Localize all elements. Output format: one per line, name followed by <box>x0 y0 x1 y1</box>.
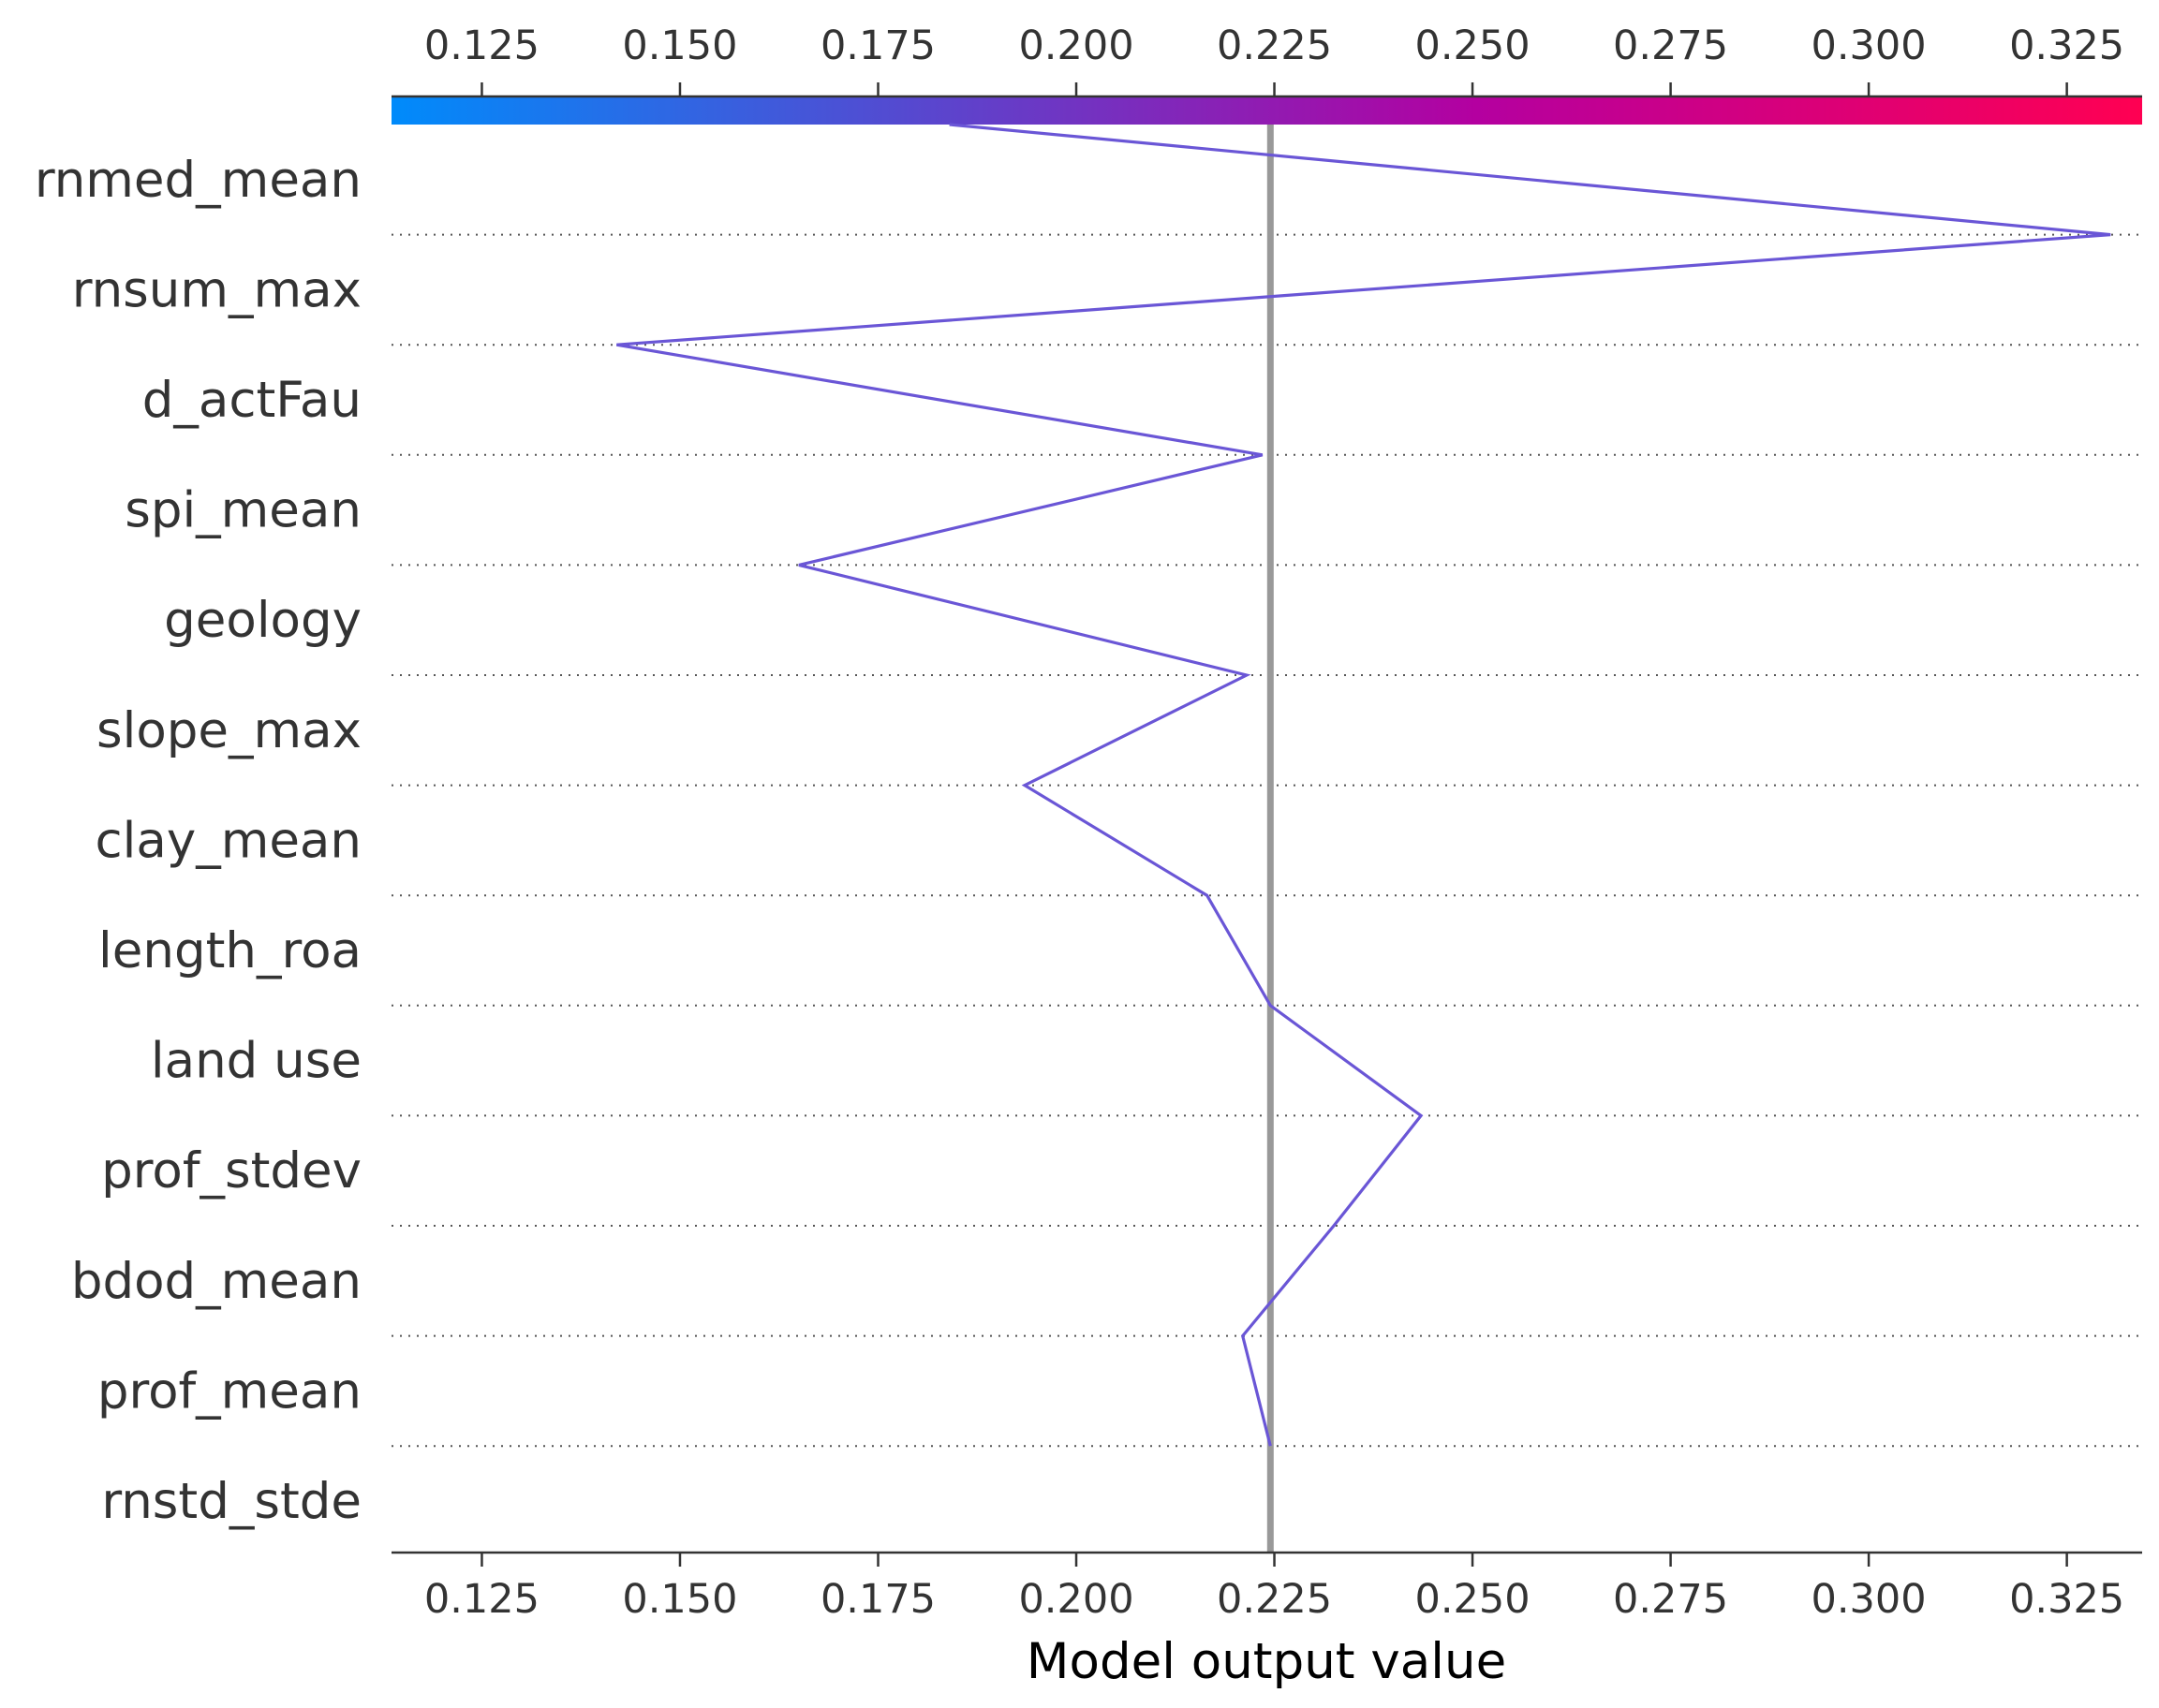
feature-label: length_roa <box>98 922 362 979</box>
x-tick-label-top: 0.225 <box>1217 22 1332 69</box>
x-tick-label-top: 0.125 <box>424 22 540 69</box>
feature-label: prof_mean <box>97 1362 362 1420</box>
x-ticks-bottom: 0.125 0.150 0.175 0.200 0.225 0.250 0.275 0.300… <box>424 1553 2124 1623</box>
feature-label: d_actFau <box>142 372 362 429</box>
feature-gridlines <box>392 233 2142 1448</box>
x-tick-label-bottom: 0.225 <box>1217 1576 1332 1623</box>
feature-label: bdod_mean <box>71 1253 362 1310</box>
feature-label: prof_stdev <box>101 1142 362 1200</box>
x-tick-label-top: 0.325 <box>2009 22 2124 69</box>
feature-label: slope_max <box>96 702 362 759</box>
x-tick-label-top: 0.275 <box>1613 22 1728 69</box>
x-tick-label-top: 0.175 <box>821 22 936 69</box>
x-axis-title: Model output value <box>1027 1633 1506 1690</box>
x-tick-label-bottom: 0.200 <box>1018 1576 1133 1623</box>
feature-label: geology <box>164 592 362 649</box>
x-ticks-top: 0.125 0.150 0.175 0.200 0.225 0.250 0.275 0.300… <box>424 22 2124 96</box>
x-tick-label-top: 0.200 <box>1018 22 1133 69</box>
x-tick-label-bottom: 0.300 <box>1811 1576 1927 1623</box>
decision-path-line <box>616 123 2111 1447</box>
feature-label: rnsum_max <box>72 261 362 318</box>
x-tick-label-bottom: 0.125 <box>424 1576 540 1623</box>
x-tick-label-bottom: 0.150 <box>622 1576 737 1623</box>
x-tick-label-bottom: 0.325 <box>2009 1576 2124 1623</box>
feature-label: rnstd_stde <box>101 1473 362 1530</box>
x-tick-label-bottom: 0.175 <box>821 1576 936 1623</box>
x-tick-label-top: 0.250 <box>1415 22 1531 69</box>
feature-label: land use <box>151 1033 362 1090</box>
colorbar <box>392 96 2142 125</box>
x-tick-label-bottom: 0.250 <box>1415 1576 1531 1623</box>
x-tick-label-top: 0.300 <box>1811 22 1927 69</box>
x-tick-label-bottom: 0.275 <box>1613 1576 1728 1623</box>
feature-label: spi_mean <box>125 482 362 539</box>
feature-label: clay_mean <box>95 812 362 869</box>
x-tick-label-top: 0.150 <box>622 22 737 69</box>
feature-labels: rnmed_mean rnsum_max d_actFau spi_meangeolo… <box>35 152 362 1530</box>
feature-label: rnmed_mean <box>35 152 362 209</box>
